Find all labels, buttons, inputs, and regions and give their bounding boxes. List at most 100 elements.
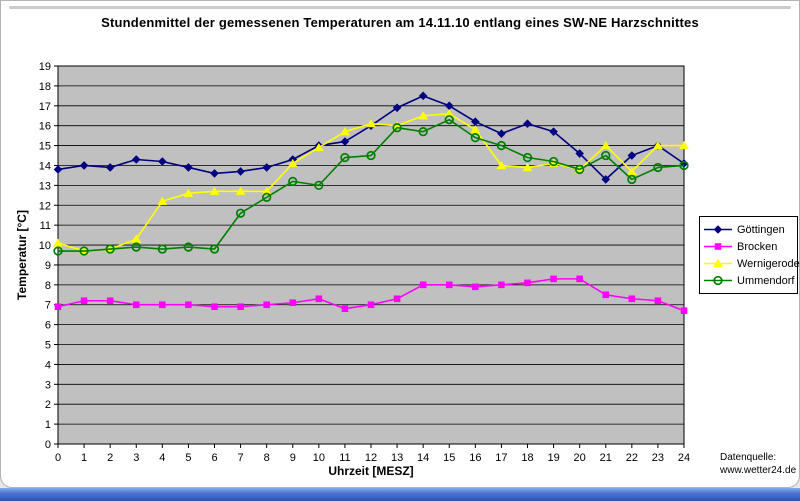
series-goettingen-point — [549, 127, 558, 136]
series-ummendorf-point — [53, 246, 63, 256]
x-tick-label: 22 — [626, 452, 638, 464]
series-wernigerode-point — [366, 119, 376, 128]
series-wernigerode-point — [313, 142, 324, 152]
series-brocken-point — [498, 281, 505, 289]
series-goettingen-point — [497, 129, 506, 138]
series-brocken-point — [263, 301, 270, 309]
series-ummendorf-point — [575, 164, 585, 175]
legend-item-goettingen: Göttingen — [703, 221, 794, 238]
series-goettingen-point — [158, 157, 167, 166]
x-tick-label: 9 — [290, 452, 296, 464]
series-ummendorf-point — [548, 156, 559, 167]
y-tick-label: 10 — [39, 240, 51, 252]
x-tick-label: 24 — [678, 452, 690, 464]
legend-item-wernigerode: Wernigerode — [703, 255, 800, 272]
series-ummendorf-point — [79, 246, 89, 256]
series-ummendorf-point — [392, 123, 402, 133]
series-wernigerode-point — [496, 160, 507, 170]
bottom-blue-bar — [0, 488, 800, 501]
y-tick-label: 15 — [39, 141, 51, 153]
x-tick-label: 15 — [443, 452, 455, 464]
series-brocken-point — [106, 297, 114, 305]
wernigerode-series-icon — [704, 258, 732, 268]
series-brocken-point — [159, 301, 166, 309]
y-tick-label: 7 — [45, 300, 51, 312]
x-tick-label: 20 — [574, 452, 586, 464]
series-ummendorf-point — [627, 174, 637, 185]
series-ummendorf-point — [444, 115, 454, 125]
series-ummendorf-point — [496, 140, 507, 151]
x-tick-label: 7 — [238, 452, 244, 464]
series-ummendorf-point — [653, 162, 663, 173]
y-tick-label: 14 — [39, 160, 51, 172]
series-brocken-point — [393, 295, 401, 303]
series-brocken-point — [289, 299, 297, 307]
legend-label-wernigerode: Wernigerode — [737, 257, 800, 270]
legend-marker-brocken — [714, 243, 722, 250]
series-wernigerode-point — [261, 186, 272, 195]
chart-title: Stundenmittel der gemessenen Temperature… — [101, 15, 699, 30]
series-ummendorf-point — [183, 242, 194, 252]
series-goettingen-point — [53, 165, 63, 174]
y-tick-label: 4 — [45, 359, 51, 371]
x-tick-label: 6 — [211, 452, 217, 464]
series-brocken-point — [80, 297, 88, 305]
series-wernigerode-point — [679, 140, 689, 150]
series-ummendorf-point — [235, 208, 246, 218]
legend-label-goettingen: Göttingen — [737, 223, 785, 236]
x-axis-title: Uhrzeit [MESZ] — [328, 464, 414, 478]
series-wernigerode-point — [522, 162, 533, 172]
series-goettingen-point — [79, 161, 89, 170]
series-goettingen-point — [679, 159, 689, 168]
series-goettingen-point — [601, 175, 611, 184]
series-ummendorf-point — [418, 127, 428, 137]
series-ummendorf-point — [522, 152, 533, 163]
y-tick-label: 8 — [45, 280, 51, 292]
series-brocken-point — [132, 301, 140, 309]
y-tick-label: 0 — [45, 439, 51, 451]
series-ummendorf-point — [314, 180, 324, 191]
x-tick-label: 17 — [495, 452, 507, 464]
series-ummendorf-point — [601, 150, 611, 161]
series-brocken-point — [628, 295, 636, 303]
series-brocken-point — [237, 303, 244, 311]
series-wernigerode-point — [626, 166, 637, 176]
y-tick-label: 1 — [45, 419, 51, 431]
x-tick-label: 21 — [600, 452, 612, 464]
y-tick-label: 13 — [39, 180, 51, 192]
ummendorf-series-icon — [704, 275, 732, 286]
series-wernigerode-point — [392, 121, 402, 130]
series-wernigerode-point — [418, 111, 429, 120]
series-wernigerode-point — [209, 186, 220, 195]
series-goettingen-point — [184, 163, 193, 172]
x-tick-label: 4 — [159, 452, 165, 464]
series-ummendorf-point — [288, 176, 298, 187]
series-wernigerode-point — [53, 238, 63, 247]
series-goettingen-point — [627, 151, 637, 160]
x-tick-label: 12 — [365, 452, 377, 464]
series-ummendorf-point — [366, 150, 376, 161]
series-ummendorf-point — [105, 244, 115, 254]
y-tick-label: 18 — [39, 81, 51, 93]
series-brocken-point — [315, 295, 323, 303]
legend-label-brocken: Brocken — [737, 240, 778, 253]
series-ummendorf-point — [470, 132, 480, 143]
series-wernigerode-point — [340, 127, 350, 136]
y-tick-label: 2 — [45, 399, 51, 411]
y-tick-label: 17 — [39, 101, 51, 113]
series-wernigerode-point — [235, 186, 246, 195]
x-tick-label: 3 — [133, 452, 139, 464]
x-tick-label: 16 — [469, 452, 481, 464]
legend-label-ummendorf: Ummendorf — [737, 274, 795, 287]
series-wernigerode-point — [287, 158, 298, 168]
series-ummendorf-point — [262, 192, 272, 202]
x-tick-label: 13 — [391, 452, 403, 464]
series-wernigerode-point — [131, 234, 142, 243]
series-ummendorf-point — [157, 244, 167, 254]
series-goettingen-point — [210, 169, 219, 178]
series-brocken-point — [211, 303, 218, 311]
series-wernigerode-point — [653, 140, 663, 150]
x-tick-label: 8 — [264, 452, 270, 464]
x-tick-label: 11 — [339, 452, 350, 464]
series-ummendorf-line — [58, 118, 685, 252]
